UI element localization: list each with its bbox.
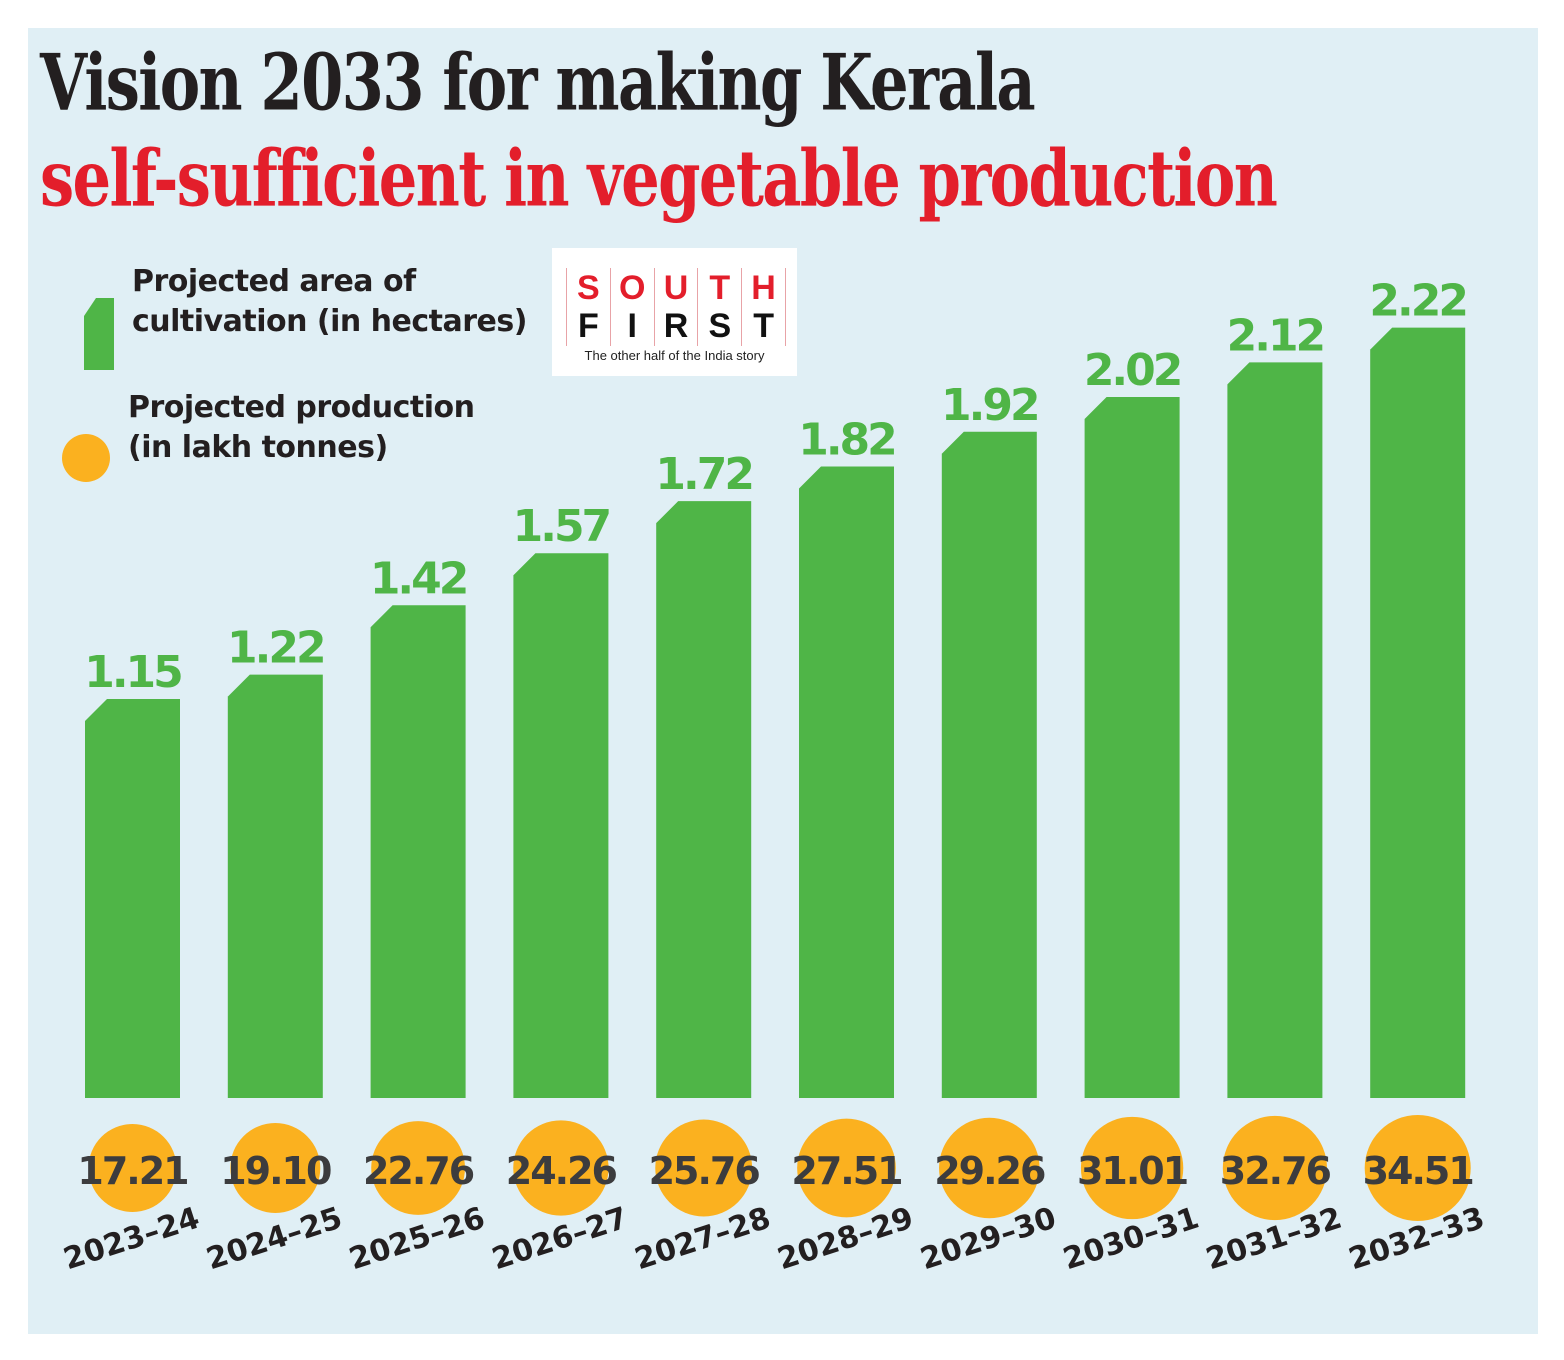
production-circle bbox=[1364, 1115, 1471, 1221]
production-value-label: 31.01 bbox=[1077, 1149, 1187, 1193]
area-bar bbox=[941, 431, 1037, 1098]
area-value-label: 1.22 bbox=[227, 623, 324, 674]
area-value-label: 1.57 bbox=[513, 501, 610, 552]
logo-letter: F bbox=[566, 306, 610, 346]
area-value-label: 2.22 bbox=[1369, 276, 1466, 327]
legend-label-area-line2: cultivation (in hectares) bbox=[132, 304, 527, 339]
legend-label-production-line1: Projected production bbox=[128, 390, 475, 425]
production-circle bbox=[371, 1121, 465, 1215]
production-circle bbox=[655, 1119, 753, 1217]
area-value-label: 1.82 bbox=[798, 414, 895, 465]
area-bar bbox=[227, 674, 323, 1098]
logo-letter: T bbox=[741, 306, 786, 346]
production-value-label: 25.76 bbox=[649, 1149, 760, 1193]
production-circle bbox=[797, 1118, 896, 1218]
production-circle bbox=[1080, 1116, 1184, 1220]
area-bar bbox=[513, 553, 609, 1098]
logo-letter: H bbox=[741, 268, 786, 308]
logo-letter: S bbox=[566, 268, 610, 308]
production-value-label: 34.51 bbox=[1363, 1149, 1473, 1193]
area-bar bbox=[1084, 397, 1180, 1098]
production-circle bbox=[1222, 1115, 1327, 1221]
area-bar bbox=[656, 501, 752, 1098]
logo-letter: S bbox=[697, 306, 741, 346]
production-value-label: 22.76 bbox=[363, 1149, 474, 1193]
area-value-label: 1.92 bbox=[941, 380, 1038, 431]
production-value-label: 32.76 bbox=[1220, 1149, 1331, 1193]
area-bar bbox=[85, 698, 180, 1098]
production-value-label: 17.21 bbox=[77, 1149, 187, 1193]
logo-tagline: The other half of the India story bbox=[584, 348, 765, 363]
area-bar bbox=[370, 605, 466, 1098]
logo-letter: I bbox=[609, 306, 654, 346]
legend-circle-swatch-icon bbox=[62, 434, 110, 482]
area-value-label: 2.02 bbox=[1084, 345, 1181, 396]
south-first-logo: S O U T H F I R S T The other half of th… bbox=[552, 248, 797, 376]
production-circle bbox=[88, 1124, 177, 1212]
legend-item-production: Projected production (in lakh tonnes) bbox=[34, 388, 475, 482]
legend-label-area-line1: Projected area of bbox=[132, 264, 416, 299]
production-value-label: 24.26 bbox=[506, 1149, 617, 1193]
legend-label-production: Projected production (in lakh tonnes) bbox=[128, 388, 475, 468]
logo-row-first: F I R S T bbox=[566, 306, 786, 346]
logo-letter: T bbox=[697, 268, 741, 308]
area-value-label: 2.12 bbox=[1227, 310, 1324, 361]
legend-bar-swatch-icon bbox=[84, 298, 114, 370]
legend-label-area: Projected area of cultivation (in hectar… bbox=[132, 262, 527, 342]
area-value-label: 1.72 bbox=[655, 449, 752, 500]
area-value-label: 1.42 bbox=[370, 553, 467, 604]
logo-letter: U bbox=[653, 268, 698, 308]
production-value-label: 27.51 bbox=[791, 1149, 901, 1193]
area-bar bbox=[799, 466, 894, 1099]
title-line-2: self-sufficient in vegetable production bbox=[40, 134, 1278, 225]
production-value-label: 29.26 bbox=[934, 1149, 1045, 1193]
production-circle bbox=[939, 1117, 1040, 1219]
area-value-label: 1.15 bbox=[84, 647, 181, 698]
legend-label-production-line2: (in lakh tonnes) bbox=[128, 430, 388, 465]
area-bar bbox=[1227, 362, 1323, 1098]
production-circle bbox=[230, 1123, 321, 1213]
production-circle bbox=[513, 1120, 609, 1216]
logo-row-south: S O U T H bbox=[566, 268, 786, 308]
year-tick-label: 2023–24 bbox=[59, 1201, 203, 1278]
legend-item-area: Projected area of cultivation (in hectar… bbox=[52, 262, 527, 370]
logo-letter: O bbox=[609, 268, 654, 308]
production-value-label: 19.10 bbox=[220, 1149, 331, 1193]
title-line-1: Vision 2033 for making Kerala bbox=[40, 38, 1036, 129]
logo-letter: R bbox=[653, 306, 698, 346]
area-bar bbox=[1370, 327, 1466, 1098]
